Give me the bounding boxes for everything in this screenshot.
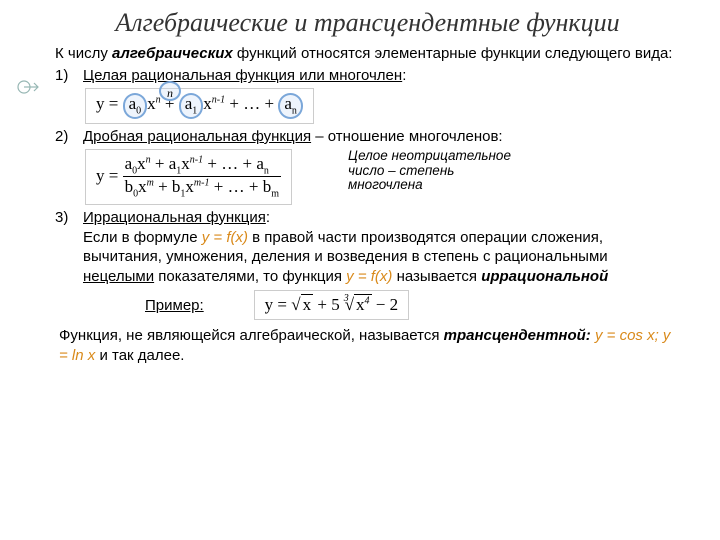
f2b-b0: b [125, 177, 134, 196]
intro-text: К числу алгебраических функций относятся… [55, 44, 680, 64]
f1-xn1-b: -1 [217, 95, 225, 106]
slide-title: Алгебраические и трансцендентные функции [55, 8, 680, 38]
cr-l2: число – степень [348, 164, 578, 179]
irr-post: показателями, то функция [154, 268, 346, 285]
item1-label: Целая рациональная функция или многочлен [83, 67, 402, 84]
irr-call: называется [392, 268, 481, 285]
fraction-top: a0xn + a1xn-1 + … + an [123, 154, 281, 177]
f2t-a0: a [125, 154, 133, 173]
f2t-xn1x: x [181, 154, 190, 173]
irr-ul: нецелыми [83, 268, 154, 285]
fex-r2inner: x4 [354, 294, 372, 314]
cr-l3: многочлена [348, 178, 578, 193]
fex-r2ix: x [356, 295, 365, 314]
f2b-xm1b: -1 [201, 178, 209, 189]
irr-pre: Если в формуле [83, 229, 202, 246]
f2b-bms: m [271, 189, 279, 200]
f1-xn-x: x [147, 94, 156, 113]
coef-an-circle: an [278, 93, 303, 118]
item3-colon: : [266, 209, 270, 226]
coef-a0-circle: a0 [123, 93, 148, 118]
concl-bold: трансцендентной: [444, 327, 595, 344]
item2-text: Дробная рациональная функция – отношение… [83, 128, 503, 145]
fex-yeq: y = [265, 295, 292, 314]
formula-example: y = √x + 53√x4 − 2 [254, 290, 409, 320]
formula-polynomial: y = a0xn + a1xn-1 + … + an n [85, 88, 314, 123]
intro-pre: К числу [55, 45, 112, 62]
concl-pre: Функция, не являющейся алгебраической, н… [59, 327, 444, 344]
list-item-3: 3) Иррациональная функция: [55, 209, 680, 226]
item1-text: Целая рациональная функция или многочлен… [83, 67, 406, 84]
formula-rational: y = a0xn + a1xn-1 + … + an b0xm + b1xm-1… [85, 149, 292, 205]
f1-an-a: a [284, 94, 292, 113]
f2t-ana: a [256, 154, 264, 173]
item2-number: 2) [55, 128, 73, 145]
intro-post: функций относятся элементарные функции с… [233, 45, 673, 62]
fex-r1p: √ [291, 295, 300, 314]
f2b-bmb: b [263, 177, 272, 196]
f1-n-top: n [167, 86, 173, 100]
concl-post: и так далее. [95, 347, 184, 364]
intro-bold: алгебраических [112, 45, 233, 62]
f2t-p3: + [238, 154, 256, 173]
f2t-xnx: x [137, 154, 146, 173]
f1-an-s: n [292, 106, 297, 117]
f2b-xmm: m [147, 178, 154, 189]
f1-plus2: + [225, 94, 243, 113]
fex-r2idx: 3 [344, 293, 349, 304]
fraction-bot: b0xm + b1xm-1 + … + bm [123, 177, 281, 199]
example-row: Пример: y = √x + 53√x4 − 2 [145, 290, 680, 320]
fex-minus: − 2 [372, 295, 399, 314]
f1-a1s: 1 [192, 106, 197, 117]
f2b-p2: + [210, 177, 228, 196]
irrational-paragraph: Если в формуле y = f(x) в правой части п… [83, 228, 680, 287]
irr-f2: y = f(x) [346, 268, 392, 285]
irr-bold: иррациональной [481, 268, 608, 285]
item3-label: Иррациональная функция [83, 209, 266, 226]
f2b-dots: … [228, 177, 245, 196]
fex-r1i: x [301, 294, 314, 314]
f2t-xn1b: -1 [195, 154, 203, 165]
formula2-wrapper: Коэффициенты многочлена - постоянные чис… [55, 147, 680, 207]
item2-post: – отношение многочленов: [311, 128, 503, 145]
slide-side-decoration [16, 75, 40, 99]
f1-a0s: 0 [136, 106, 141, 117]
f2-yeq: y = [96, 166, 118, 185]
f1-plus3: + [260, 94, 278, 113]
slide-content: Алгебраические и трансцендентные функции… [0, 0, 720, 375]
item1-number: 1) [55, 67, 73, 84]
callout-degree: Целое неотрицательное число – степень мн… [348, 149, 578, 194]
coef-a1-circle: a1 [179, 93, 204, 118]
f1-dots: … [243, 94, 260, 113]
item2-label: Дробная рациональная функция [83, 128, 311, 145]
cr-l1: Целое неотрицательное [348, 149, 578, 164]
list-item-1: 1) Целая рациональная функция или многоч… [55, 67, 680, 84]
conclusion-text: Функция, не являющейся алгебраической, н… [59, 326, 680, 365]
f2t-p1: + [151, 154, 169, 173]
item1-colon: : [402, 67, 406, 84]
f2t-p2: + [203, 154, 221, 173]
f2b-p3: + [245, 177, 263, 196]
f1-xn1-x: x [203, 94, 212, 113]
fraction: a0xn + a1xn-1 + … + an b0xm + b1xm-1 + …… [123, 154, 281, 200]
list-item-2: 2) Дробная рациональная функция – отноше… [55, 128, 680, 145]
example-label: Пример: [145, 297, 204, 314]
item3-text: Иррациональная функция: [83, 209, 270, 226]
f2b-xm1x: x [185, 177, 194, 196]
f1-yeq: y = [96, 94, 118, 113]
item3-number: 3) [55, 209, 73, 226]
fex-plus1: + 5 [313, 295, 340, 314]
f1-a0: a [129, 94, 137, 113]
f2t-ans: n [264, 165, 269, 176]
fex-r2ip: 4 [365, 295, 370, 306]
f2t-dots: … [221, 154, 238, 173]
f2b-xmx: x [138, 177, 147, 196]
irr-f1: y = f(x) [202, 229, 248, 246]
f2b-p1: + [154, 177, 172, 196]
